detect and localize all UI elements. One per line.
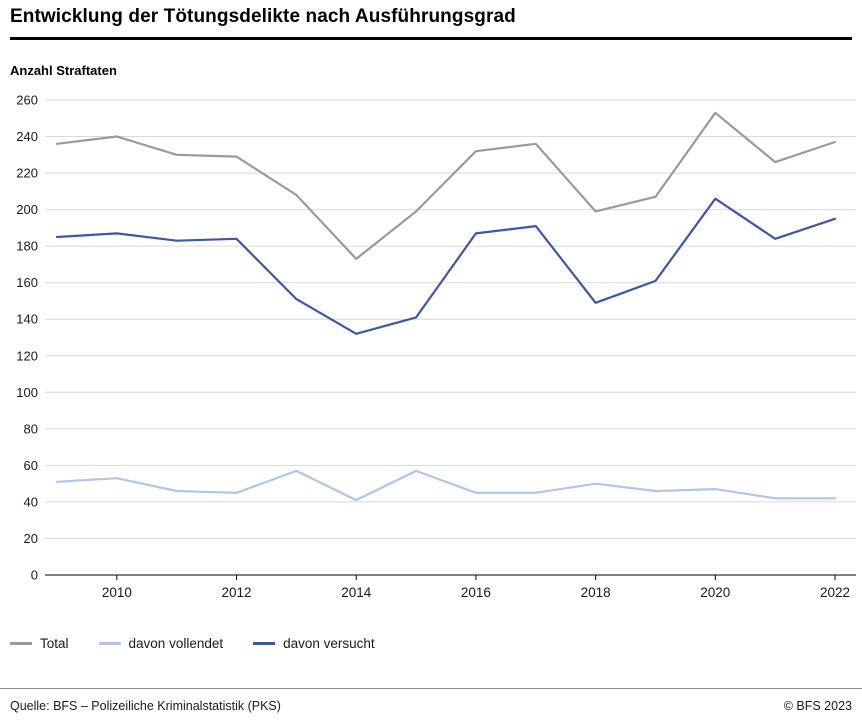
y-tick-label: 220 xyxy=(16,166,38,181)
legend-swatch-total xyxy=(10,642,32,645)
source-text: Quelle: BFS – Polizeiliche Kriminalstati… xyxy=(10,699,281,713)
legend-swatch-versucht xyxy=(253,642,276,645)
y-tick-label: 100 xyxy=(16,385,38,400)
y-tick-label: 140 xyxy=(16,312,38,327)
footer: Quelle: BFS – Polizeiliche Kriminalstati… xyxy=(10,699,852,713)
legend: Total davon vollendet davon versucht xyxy=(10,636,375,651)
y-tick-label: 160 xyxy=(16,275,38,290)
legend-label-versucht: davon versucht xyxy=(283,636,375,651)
legend-label-total: Total xyxy=(40,636,69,651)
legend-item-vollendet: davon vollendet xyxy=(98,636,224,651)
legend-item-total: Total xyxy=(10,636,69,651)
series-line-1 xyxy=(55,469,837,502)
legend-label-vollendet: davon vollendet xyxy=(128,636,224,651)
footer-rule xyxy=(0,688,862,689)
title-rule xyxy=(10,37,852,40)
series-line-0 xyxy=(55,111,837,260)
y-tick-label: 60 xyxy=(24,458,38,473)
y-tick-label: 80 xyxy=(24,421,38,436)
legend-swatch-vollendet xyxy=(98,642,121,645)
x-tick-label: 2016 xyxy=(461,585,491,600)
y-tick-label: 180 xyxy=(16,239,38,254)
y-tick-label: 120 xyxy=(16,348,38,363)
y-tick-label: 240 xyxy=(16,129,38,144)
y-axis-title: Anzahl Straftaten xyxy=(10,63,117,78)
legend-item-versucht: davon versucht xyxy=(253,636,375,651)
y-tick-label: 20 xyxy=(24,531,38,546)
x-tick-label: 2010 xyxy=(102,585,132,600)
y-tick-label: 40 xyxy=(24,494,38,509)
y-tick-label: 0 xyxy=(31,568,38,583)
copyright-text: © BFS 2023 xyxy=(783,699,852,713)
x-tick-label: 2012 xyxy=(222,585,252,600)
x-tick-label: 2022 xyxy=(820,585,850,600)
x-tick-label: 2014 xyxy=(341,585,372,600)
x-tick-label: 2018 xyxy=(581,585,611,600)
y-tick-label: 200 xyxy=(16,202,38,217)
x-tick-label: 2020 xyxy=(700,585,730,600)
page-title: Entwicklung der Tötungsdelikte nach Ausf… xyxy=(10,6,516,27)
y-tick-label: 260 xyxy=(16,93,38,108)
series-line-2 xyxy=(55,197,837,335)
